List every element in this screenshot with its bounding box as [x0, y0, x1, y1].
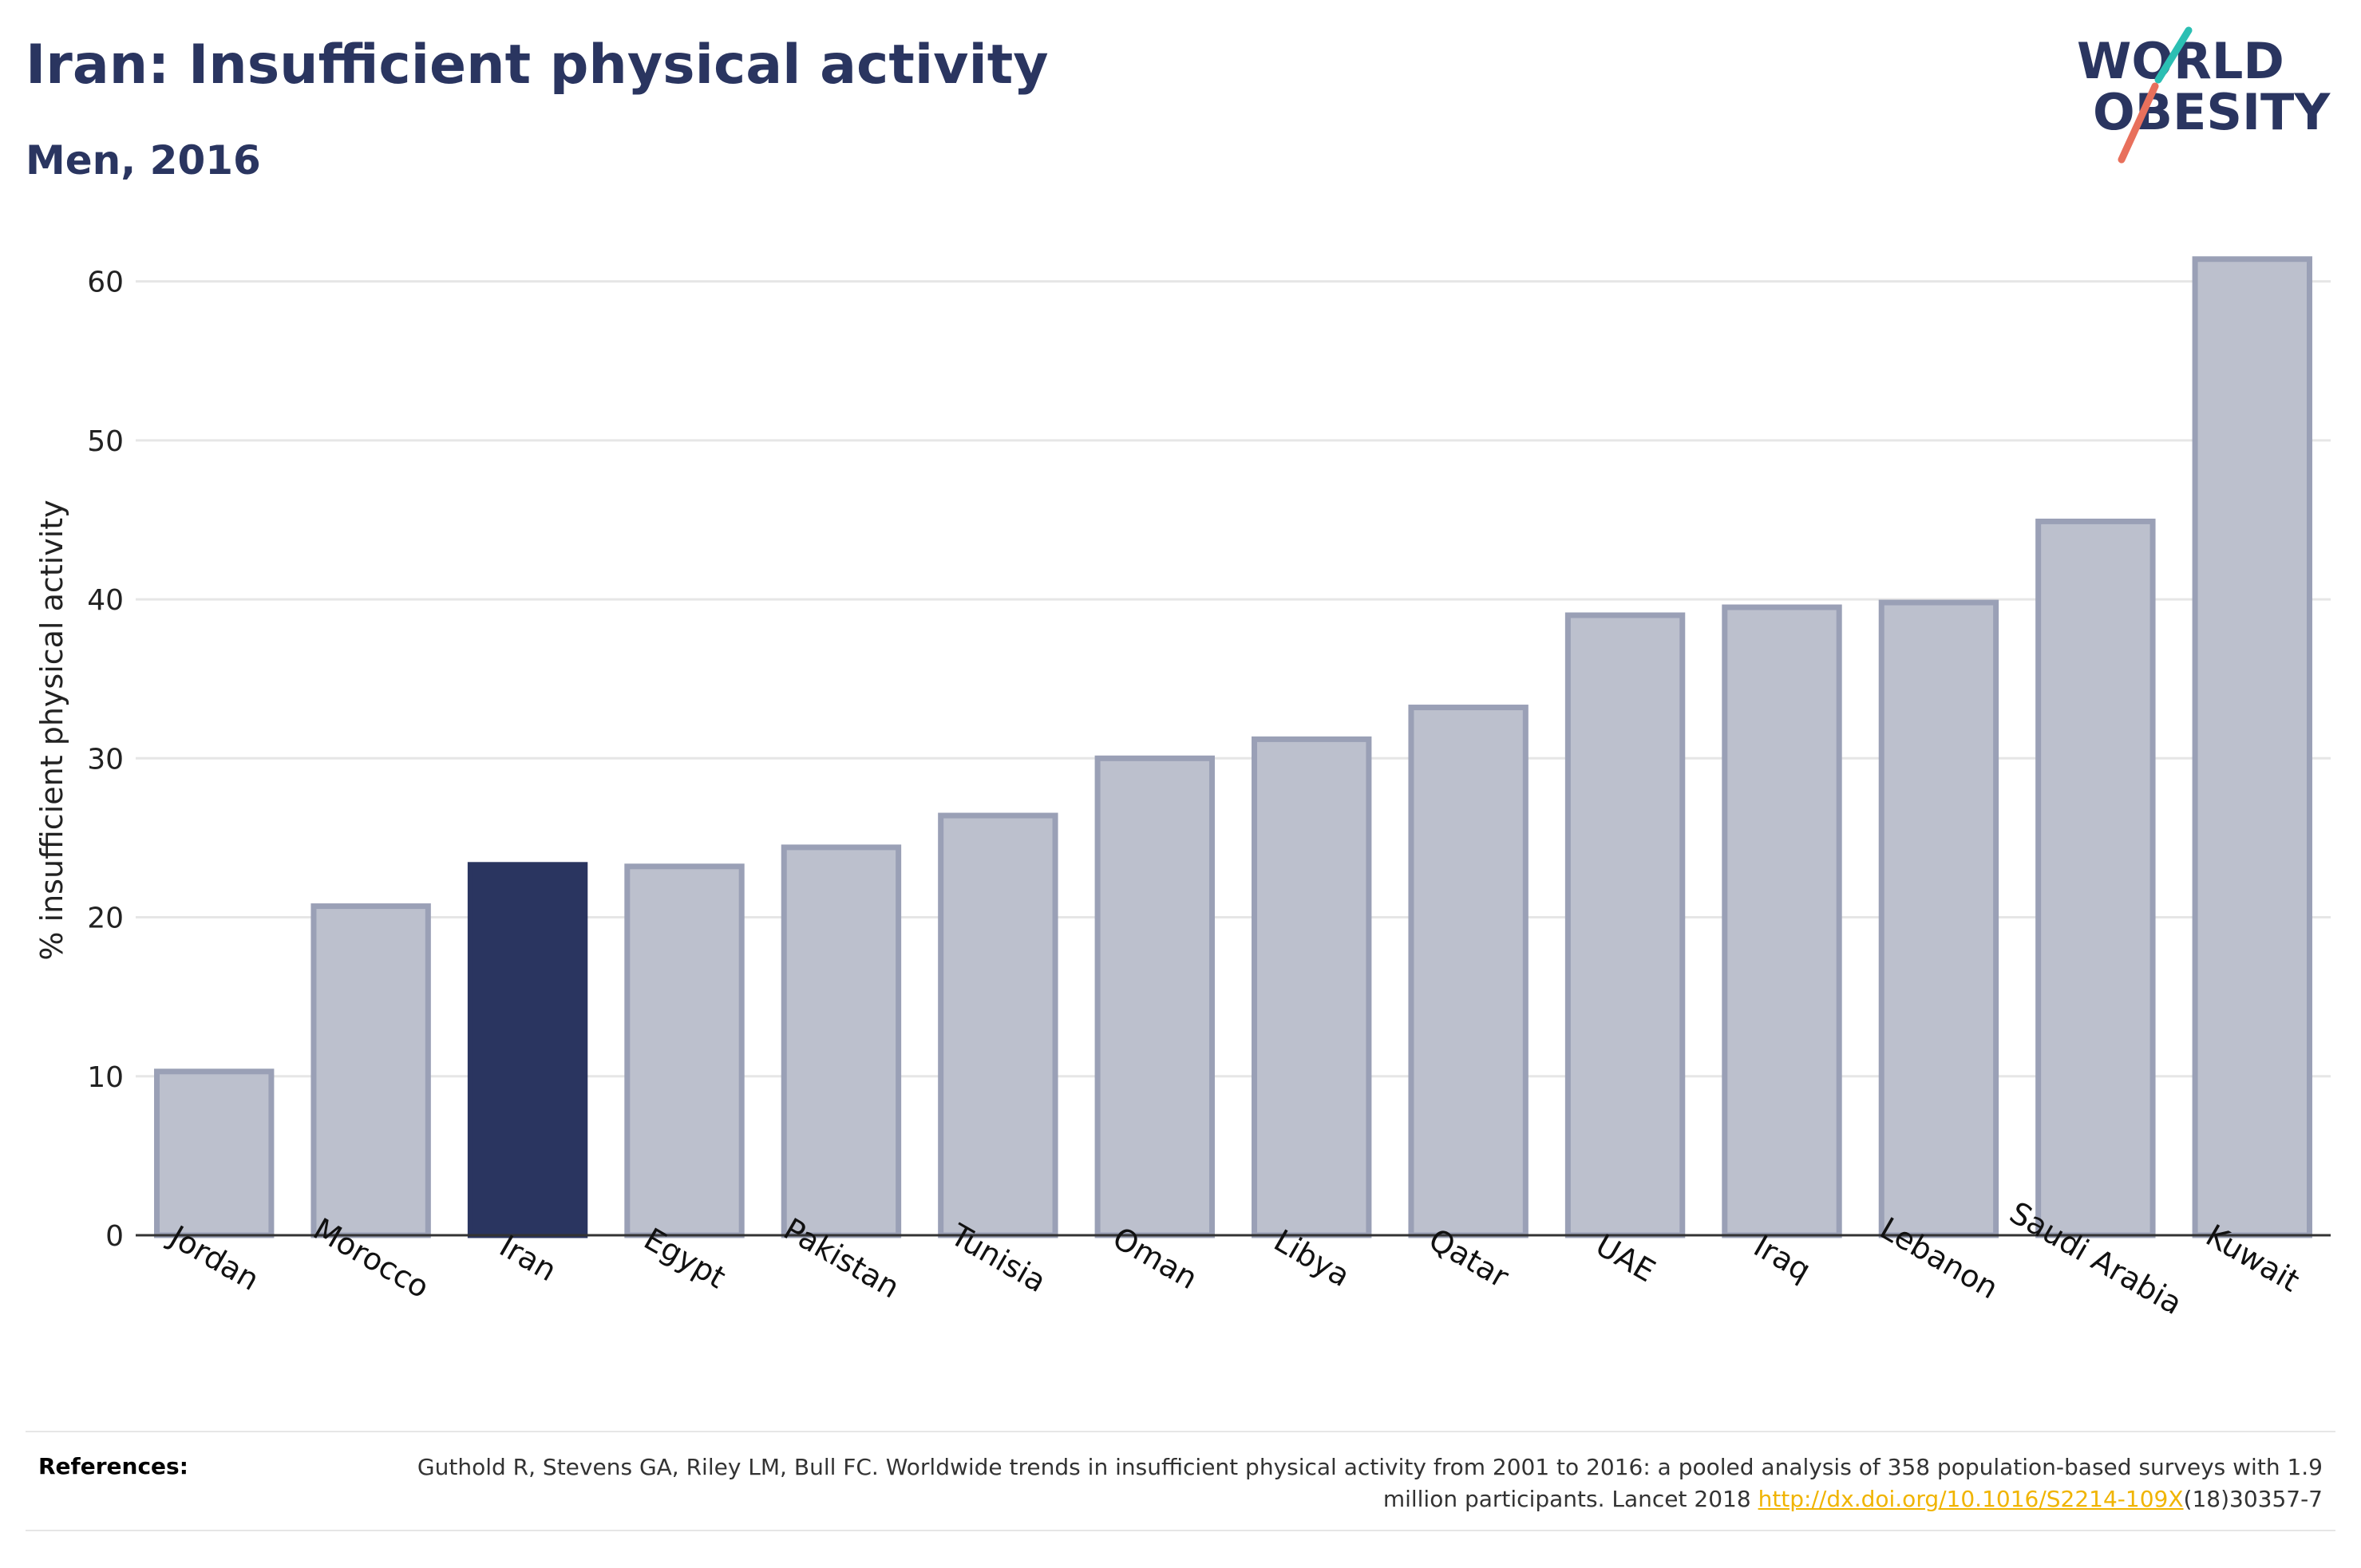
bar-kuwait[interactable]: [2192, 256, 2312, 1238]
bar-uae[interactable]: [1564, 612, 1686, 1238]
chart-subtitle: Men, 2016: [26, 137, 261, 184]
y-axis-label: % insufficient physical activity: [34, 500, 69, 960]
reference-doi-link[interactable]: http://dx.doi.org/10.1016/S2214-109X: [1758, 1486, 2184, 1512]
bar-pakistan[interactable]: [781, 844, 902, 1238]
logo-slash-teal: [2154, 26, 2193, 84]
bar-tunisia[interactable]: [938, 812, 1058, 1238]
world-obesity-logo: WORLD OBESITY: [2077, 26, 2331, 164]
logo-slash-coral: [2118, 82, 2159, 164]
y-tick-label: 60: [87, 267, 124, 299]
y-tick-label: 30: [87, 743, 124, 776]
grid-lines: [136, 280, 2331, 1078]
y-tick-label: 20: [87, 902, 124, 935]
bars: [136, 256, 2331, 1238]
references-section: References: Guthold R, Stevens GA, Riley…: [26, 1431, 2335, 1531]
bar-oman[interactable]: [1094, 755, 1215, 1238]
y-tick-label: 50: [87, 425, 124, 458]
bar-iraq[interactable]: [1722, 604, 1842, 1238]
references-text: Guthold R, Stevens GA, Riley LM, Bull FC…: [407, 1451, 2323, 1515]
bar-iran[interactable]: [467, 862, 588, 1238]
reference-citation-suffix: (18)30357-7: [2183, 1486, 2323, 1512]
y-tick-label: 10: [87, 1061, 124, 1094]
bar-libya[interactable]: [1252, 736, 1372, 1238]
bar-egypt[interactable]: [624, 863, 745, 1238]
bar-morocco[interactable]: [310, 903, 431, 1238]
bar-lebanon[interactable]: [1878, 599, 1999, 1238]
reference-citation: Guthold R, Stevens GA, Riley LM, Bull FC…: [417, 1454, 2323, 1512]
references-label: References:: [38, 1453, 188, 1479]
y-tick-label: 40: [87, 584, 124, 617]
bar-qatar[interactable]: [1408, 705, 1529, 1238]
y-axis-ticks: 0 10 20 30 40 50 60: [87, 267, 124, 1253]
bar-saudi-arabia[interactable]: [2035, 518, 2156, 1238]
bar-jordan[interactable]: [154, 1068, 275, 1238]
y-tick-label: 0: [105, 1220, 124, 1253]
chart-title: Iran: Insufficient physical activity: [26, 34, 1049, 97]
